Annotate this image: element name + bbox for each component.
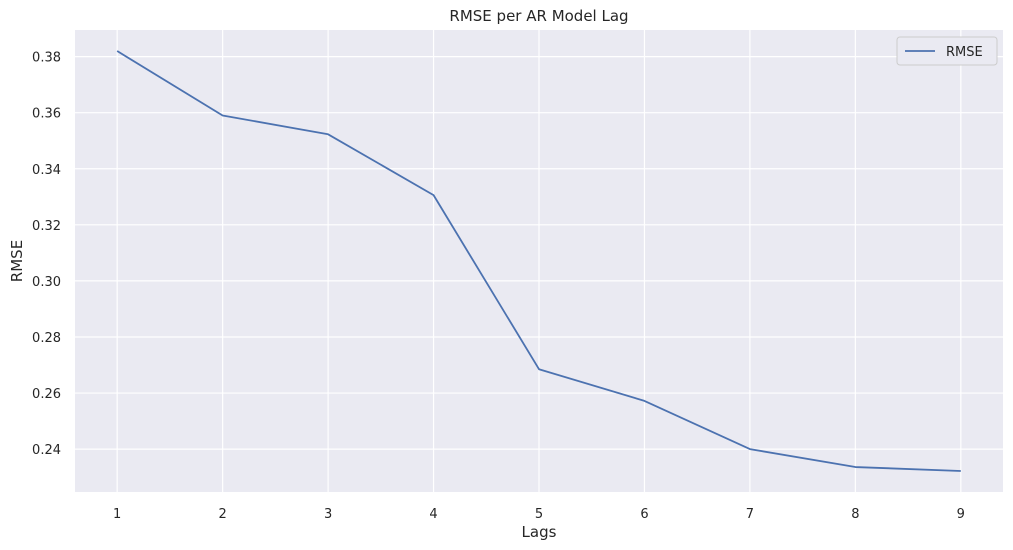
x-axis-label: Lags	[522, 523, 557, 541]
x-tick-label-7: 7	[746, 507, 754, 522]
y-tick-label-6: 0.36	[32, 107, 61, 122]
x-tick-label-1: 1	[113, 507, 121, 522]
y-axis-label: RMSE	[8, 240, 26, 282]
y-tick-label-2: 0.28	[32, 331, 61, 346]
x-tick-label-8: 8	[851, 507, 859, 522]
grid-lines	[75, 30, 1003, 492]
x-axis-ticks: 1 2 3 4 5 6 7 8 9	[113, 507, 965, 522]
x-tick-label-6: 6	[640, 507, 648, 522]
x-tick-label-9: 9	[957, 507, 965, 522]
x-tick-label-5: 5	[535, 507, 543, 522]
y-tick-label-3: 0.30	[32, 275, 61, 290]
chart-title: RMSE per AR Model Lag	[449, 7, 628, 25]
series-line-rmse	[116, 50, 961, 472]
y-tick-label-4: 0.32	[32, 219, 61, 234]
y-tick-label-0: 0.24	[32, 443, 61, 458]
y-tick-label-1: 0.26	[32, 387, 61, 402]
legend: RMSE	[896, 36, 998, 66]
y-tick-label-5: 0.34	[32, 163, 61, 178]
x-tick-label-4: 4	[429, 507, 437, 522]
y-tick-label-7: 0.38	[32, 51, 61, 66]
x-tick-label-2: 2	[218, 507, 226, 522]
y-axis-ticks: 0.24 0.26 0.28 0.30 0.32 0.34 0.36 0.38	[32, 51, 61, 458]
legend-label-rmse: RMSE	[946, 45, 983, 60]
series-layer	[116, 50, 961, 472]
x-tick-label-3: 3	[324, 507, 332, 522]
legend-box	[896, 36, 998, 66]
